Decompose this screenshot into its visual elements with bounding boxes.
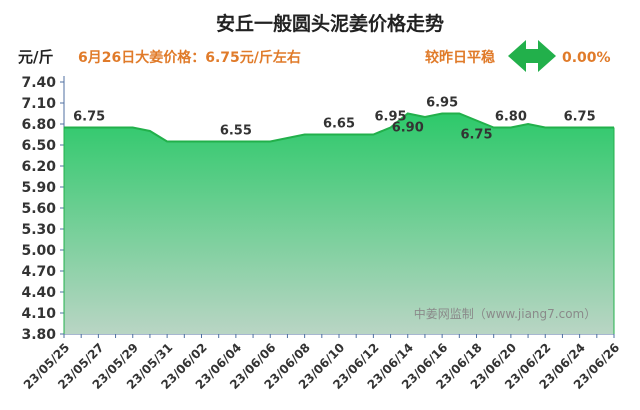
y-tick-label: 5.90 xyxy=(21,180,56,196)
change-value: 0.00% xyxy=(562,50,611,66)
data-label: 6.75 xyxy=(460,128,492,143)
data-label: 6.90 xyxy=(392,121,424,136)
watermark: 中姜网监制（www.jiang7.com） xyxy=(414,306,596,321)
y-tick-label: 6.20 xyxy=(21,159,56,175)
plot-area xyxy=(63,112,615,334)
y-tick-label: 7.40 xyxy=(21,75,56,91)
y-tick-label: 7.10 xyxy=(21,96,56,112)
y-axis: 3.80 4.10 4.40 4.70 5.00 5.30 5.60 5.90 6.20 6.50… xyxy=(21,75,65,343)
data-label: 6.95 xyxy=(375,110,407,125)
chart-title: 安丘一般圆头泥姜价格走势 xyxy=(216,12,444,35)
unit-label: 元/斤 xyxy=(18,48,53,66)
y-tick-label: 4.70 xyxy=(21,264,56,280)
y-tick-label: 4.10 xyxy=(21,306,56,322)
data-label: 6.75 xyxy=(73,110,105,125)
price-area xyxy=(64,113,614,334)
y-tick-label: 5.30 xyxy=(21,222,56,238)
y-tick-label: 6.50 xyxy=(21,138,56,154)
y-tick-label: 3.80 xyxy=(21,327,56,343)
x-axis: 23/05/2523/05/2723/05/2923/05/3123/06/02… xyxy=(21,333,622,392)
price-series-line xyxy=(64,112,614,143)
data-label: 6.80 xyxy=(495,110,527,125)
data-label: 6.75 xyxy=(564,110,596,125)
y-tick-label: 6.80 xyxy=(21,117,56,133)
data-label: 6.65 xyxy=(323,117,355,132)
price-note: 6月26日大姜价格：6.75元/斤左右 xyxy=(78,49,301,66)
data-label: 6.95 xyxy=(426,96,458,111)
y-tick-label: 4.40 xyxy=(21,285,56,301)
y-tick-label: 5.00 xyxy=(21,243,56,259)
data-label: 6.55 xyxy=(220,124,252,139)
y-tick-label: 5.60 xyxy=(21,201,56,217)
double-arrow-icon xyxy=(508,40,556,72)
data-labels: 6.756.55 6.65 6.956.906.956.756.80 6.75 xyxy=(73,96,596,143)
change-label: 较昨日平稳 xyxy=(425,49,495,66)
